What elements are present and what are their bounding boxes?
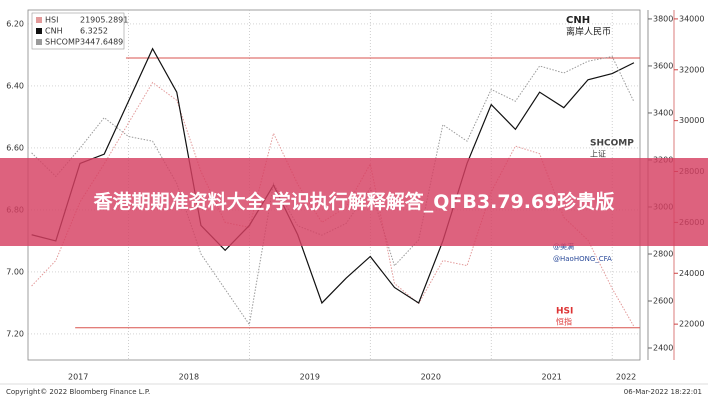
- legend-value: 21905.2891: [80, 16, 128, 25]
- y-tick-label: 7.20: [6, 329, 24, 338]
- y3-tick-label: 32000: [679, 65, 704, 74]
- y-tick-label: 6.40: [6, 81, 24, 90]
- banner: 香港期期准资料大全,学识执行解释解答_QFB3.79.69珍贵版: [0, 158, 708, 246]
- x-tick-label: 2020: [421, 373, 441, 382]
- legend-label: SHCOMP: [45, 38, 80, 47]
- y2-tick-label: 2400: [653, 344, 673, 353]
- y3-tick-label: 34000: [679, 14, 704, 23]
- annotation: 离岸人民币: [566, 26, 611, 38]
- y-tick-label: 6.20: [6, 19, 24, 28]
- footer-right: 06-Mar-2022 18:22:01: [624, 388, 702, 396]
- legend-label: CNH: [45, 27, 63, 36]
- legend-swatch: [36, 28, 42, 34]
- y3-tick-label: 30000: [679, 116, 704, 125]
- legend-value: 6.3252: [80, 27, 108, 36]
- x-tick-label: 2019: [300, 373, 320, 382]
- x-tick-label: 2022: [616, 373, 636, 382]
- legend-swatch: [36, 17, 42, 23]
- annotation: @HaoHONG_CFA: [553, 255, 612, 263]
- annotation: @美满: [553, 242, 574, 251]
- y2-tick-label: 2800: [653, 249, 673, 258]
- y2-tick-label: 2600: [653, 297, 673, 306]
- y2-tick-label: 3400: [653, 108, 673, 117]
- y-tick-label: 7.00: [6, 267, 24, 276]
- y-tick-label: 6.60: [6, 143, 24, 152]
- series-line: [31, 47, 635, 305]
- legend-label: HSI: [45, 16, 58, 25]
- y2-tick-label: 3800: [653, 14, 673, 23]
- annotation: HSI: [556, 307, 573, 317]
- annotation: 上证: [590, 150, 606, 159]
- x-tick-label: 2018: [179, 373, 199, 382]
- banner-text: 香港期期准资料大全,学识执行解释解答_QFB3.79.69珍贵版: [93, 191, 615, 213]
- x-tick-label: 2017: [68, 373, 88, 382]
- y3-tick-label: 22000: [679, 320, 704, 329]
- annotation: 恒指: [556, 317, 572, 327]
- series-line: [31, 81, 635, 327]
- legend-value: 3447.6489: [80, 38, 123, 47]
- y3-tick-label: 24000: [679, 269, 704, 278]
- y2-tick-label: 3600: [653, 61, 673, 70]
- legend-box: [31, 12, 125, 50]
- annotation: CNH: [566, 15, 590, 26]
- x-tick-label: 2021: [542, 373, 562, 382]
- annotation: SHCOMP: [590, 139, 634, 149]
- series-line: [31, 55, 635, 326]
- footer-left: Copyright© 2022 Bloomberg Finance L.P.: [6, 388, 150, 396]
- legend-swatch: [36, 39, 42, 45]
